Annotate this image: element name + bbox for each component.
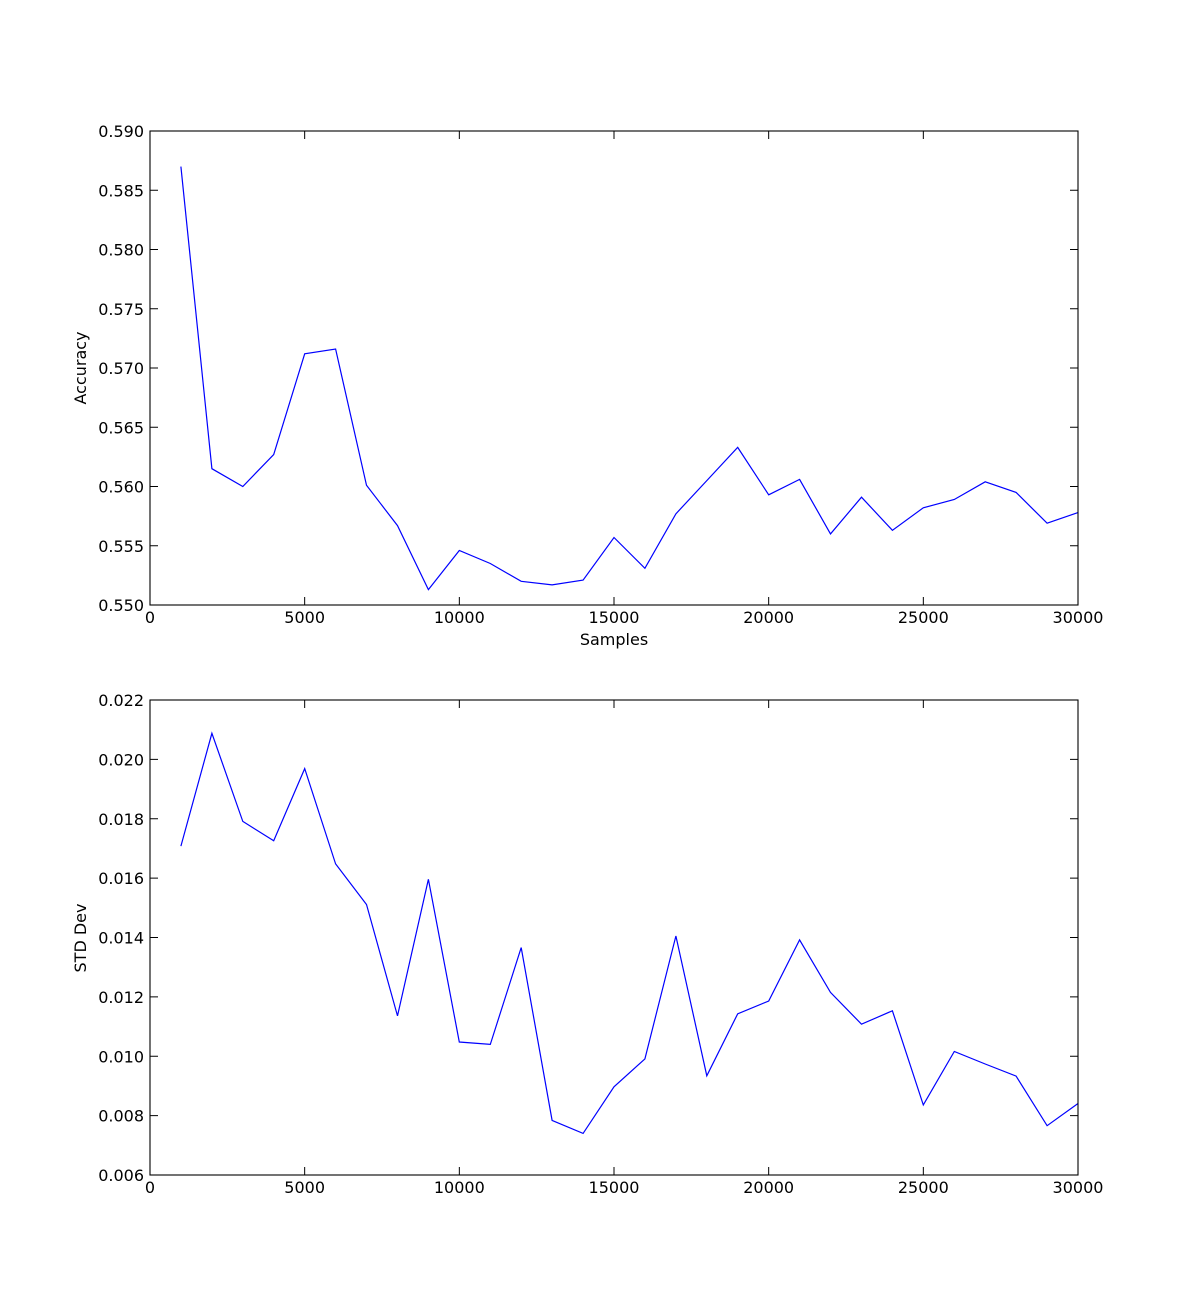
y-tick-label: 0.006 <box>98 1166 144 1185</box>
std-dev-plot-area <box>150 700 1078 1175</box>
x-tick-label: 10000 <box>434 1178 485 1197</box>
x-tick-label: 30000 <box>1053 608 1104 627</box>
y-tick-label: 0.014 <box>98 929 144 948</box>
y-tick-label: 0.560 <box>98 478 144 497</box>
x-tick-label: 5000 <box>284 608 325 627</box>
x-tick-label: 10000 <box>434 608 485 627</box>
accuracy-y-axis-label: Accuracy <box>71 331 90 404</box>
y-tick-label: 0.555 <box>98 537 144 556</box>
y-tick-label: 0.018 <box>98 810 144 829</box>
std-dev-y-axis-label: STD Dev <box>71 904 90 973</box>
accuracy-x-axis-label: Samples <box>580 630 648 649</box>
std-dev-ticks: 0 5000 10000 15000 20000 25000 30000 0.006 0.008… <box>98 691 1103 1197</box>
y-tick-label: 0.580 <box>98 241 144 260</box>
std-dev-plot-frame <box>149 699 1079 1176</box>
x-tick-label: 15000 <box>589 1178 640 1197</box>
accuracy-ticks: 0 5000 10000 15000 20000 25000 30000 0.550 0.555… <box>98 122 1103 627</box>
y-tick-label: 0.585 <box>98 181 144 200</box>
y-tick-label: 0.016 <box>98 869 144 888</box>
x-tick-label: 5000 <box>284 1178 325 1197</box>
x-tick-label: 25000 <box>898 608 949 627</box>
y-tick-label: 0.012 <box>98 988 144 1007</box>
x-tick-label: 20000 <box>743 608 794 627</box>
y-tick-label: 0.590 <box>98 122 144 141</box>
y-tick-label: 0.550 <box>98 596 144 615</box>
std-dev-plot: 0 5000 10000 15000 20000 25000 30000 0.006 0.008… <box>71 691 1103 1197</box>
accuracy-plot-area <box>150 131 1078 605</box>
y-tick-label: 0.008 <box>98 1107 144 1126</box>
y-tick-label: 0.020 <box>98 750 144 769</box>
y-tick-label: 0.022 <box>98 691 144 710</box>
accuracy-plot: 0 5000 10000 15000 20000 25000 30000 0.550 0.555… <box>71 122 1103 649</box>
x-tick-label: 0 <box>145 608 155 627</box>
x-tick-label: 25000 <box>898 1178 949 1197</box>
x-tick-label: 15000 <box>589 608 640 627</box>
y-tick-label: 0.570 <box>98 359 144 378</box>
y-tick-label: 0.010 <box>98 1047 144 1066</box>
y-tick-label: 0.565 <box>98 418 144 437</box>
x-tick-label: 30000 <box>1053 1178 1104 1197</box>
std-dev-line <box>180 731 1079 1135</box>
x-tick-label: 20000 <box>743 1178 794 1197</box>
x-tick-label: 0 <box>145 1178 155 1197</box>
accuracy-plot-frame <box>149 130 1079 606</box>
accuracy-line <box>180 166 1079 591</box>
y-tick-label: 0.575 <box>98 300 144 319</box>
